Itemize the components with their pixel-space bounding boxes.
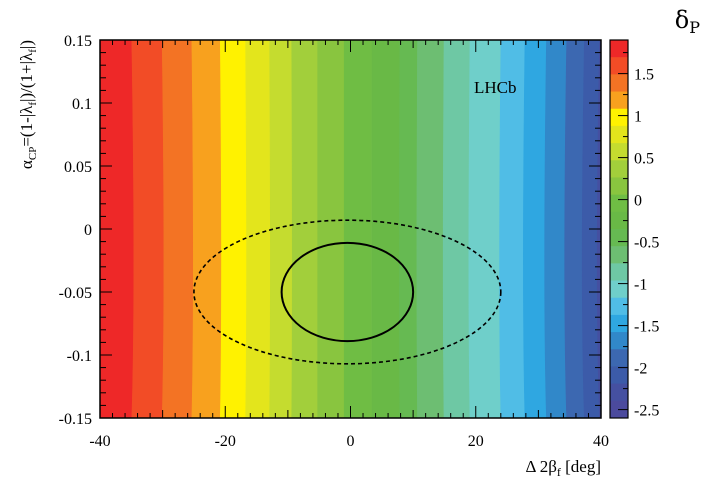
y-title-sub-f1: f: [27, 102, 39, 106]
x-tick-label: 20: [468, 433, 484, 450]
palette-box: [610, 263, 628, 282]
palette-title-main: δ: [675, 6, 689, 34]
palette-title-sub: P: [689, 18, 700, 37]
palette-box: [610, 297, 628, 316]
palette-box: [610, 211, 628, 230]
palette-tick-label: 0: [634, 193, 642, 210]
palette-ticks: 1.5 1 0.5 0 -0.5 -1 -1.5 -2 -2.5: [618, 52, 659, 420]
y-tick-label: 0: [84, 222, 92, 239]
palette-tick-label: -2.5: [634, 403, 659, 420]
y-title-sub-cp: CP: [27, 147, 39, 160]
palette-box: [610, 125, 628, 144]
heatmap-band: [523, 40, 547, 418]
y-title-mid1: =(1-|λ: [17, 105, 36, 147]
palette-box: [610, 366, 628, 385]
confidence-contours: [193, 219, 502, 365]
palette-box: [610, 57, 628, 75]
palette-boxes: [610, 40, 628, 419]
palette-box: [610, 383, 628, 402]
palette-box: [610, 349, 628, 367]
heatmap-band: [131, 40, 165, 418]
contour-1sigma: [280, 241, 415, 343]
palette-tick-label: -1.5: [634, 319, 659, 336]
y-title-alpha: α: [17, 160, 36, 169]
palette-box: [610, 108, 628, 127]
y-axis-title: αCP=(1-|λf|)/(1+|λf|): [17, 40, 39, 169]
heatmap-band: [416, 40, 445, 418]
palette-box: [610, 74, 628, 93]
x-axis-ticks: -40 -20 0 20 40: [89, 40, 609, 450]
palette-tick-label: -1: [634, 277, 647, 294]
y-title-sub-f2: f: [27, 49, 39, 53]
heatmap-band: [219, 40, 247, 418]
palette-tick-label: 1: [634, 109, 642, 126]
experiment-label: LHCb: [474, 78, 517, 97]
x-tick-label: 0: [347, 433, 355, 450]
y-tick-label: 0.15: [64, 33, 92, 50]
contour-2sigma: [193, 219, 502, 365]
palette-box: [610, 280, 628, 299]
heatmap-stripes: [100, 40, 601, 418]
x-title-prefix: Δ 2β: [525, 457, 556, 476]
x-axis-title: Δ 2βf [deg]: [525, 457, 601, 479]
y-title-end: |): [17, 40, 36, 49]
heatmap-band: [564, 40, 585, 418]
palette-box: [610, 194, 628, 213]
heatmap-band: [161, 40, 194, 418]
y-axis-ticks: 0.15 0.1 0.05 0 -0.05 -0.1 -0.15: [59, 33, 601, 428]
palette-box: [610, 91, 628, 110]
palette-box: [610, 332, 628, 350]
x-title-suffix: [deg]: [561, 457, 601, 476]
palette-tick-label: 0.5: [634, 151, 654, 168]
y-tick-label: 0.1: [72, 96, 92, 113]
palette-box: [610, 314, 628, 333]
x-tick-label: -20: [215, 433, 236, 450]
palette-tick-label: -0.5: [634, 235, 659, 252]
heatmap-band: [442, 40, 471, 418]
palette-title: δP: [675, 6, 700, 37]
palette-box: [610, 177, 628, 196]
palette-tick-label: -2: [634, 361, 647, 378]
y-tick-label: -0.15: [59, 411, 92, 428]
heatmap-band: [191, 40, 222, 418]
palette-box: [610, 229, 628, 247]
palette-tick-label: 1.5: [634, 67, 654, 84]
palette-box: [610, 246, 628, 264]
heatmap-band: [544, 40, 567, 418]
heatmap-band: [269, 40, 293, 418]
color-palette: 1.5 1 0.5 0 -0.5 -1 -1.5 -2 -2.5 δP: [609, 6, 700, 420]
y-tick-label: -0.1: [67, 348, 92, 365]
y-tick-label: 0.05: [64, 159, 92, 176]
heatmap-band: [596, 40, 601, 418]
heatmap-band: [399, 40, 418, 418]
palette-frame: [609, 39, 629, 419]
palette-box: [610, 143, 628, 161]
x-tick-label: 40: [593, 433, 609, 450]
y-tick-label: -0.05: [59, 285, 92, 302]
heatmap-band: [245, 40, 271, 418]
x-title-sub: f: [557, 465, 561, 479]
palette-box: [610, 40, 628, 58]
x-tick-label: -40: [89, 433, 110, 450]
y-title-mid2: |)/(1+|λ: [17, 52, 36, 102]
heatmap-band: [291, 40, 319, 418]
palette-box: [610, 160, 628, 178]
